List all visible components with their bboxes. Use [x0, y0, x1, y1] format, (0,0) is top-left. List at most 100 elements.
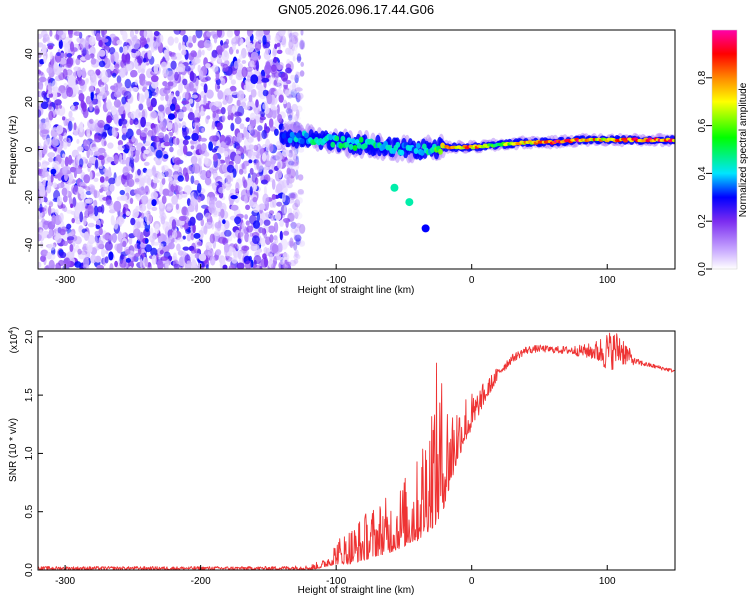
noise-blob — [271, 179, 276, 190]
noise-blob — [190, 145, 195, 150]
noise-blob — [226, 30, 234, 38]
noise-blob — [298, 223, 306, 234]
noise-blob — [87, 244, 93, 253]
noise-blob — [162, 221, 170, 232]
noise-blob — [161, 195, 167, 205]
noise-blob — [192, 34, 197, 44]
noise-blob — [137, 168, 141, 176]
noise-blob — [167, 81, 174, 87]
snr-y-multiplier-base: (x10 — [9, 333, 20, 353]
noise-blob — [294, 113, 299, 122]
noise-blob — [206, 31, 212, 37]
track-core — [295, 132, 301, 139]
noise-blob — [98, 60, 106, 68]
noise-blob — [114, 176, 122, 187]
snr-y-multiplier-exp: 4 — [8, 330, 15, 334]
noise-blob — [123, 101, 130, 112]
noise-blob — [113, 83, 119, 93]
noise-blob — [245, 131, 250, 140]
noise-blob — [290, 35, 299, 45]
noise-blob — [255, 99, 259, 108]
noise-blob — [259, 30, 264, 35]
noise-blob — [153, 30, 160, 37]
y-tick-label: 0.5 — [24, 504, 35, 518]
noise-blob — [230, 79, 236, 85]
noise-blob — [236, 99, 241, 107]
noise-blob — [113, 69, 121, 74]
noise-blob — [60, 204, 66, 209]
noise-blob — [262, 35, 267, 45]
noise-blob — [132, 39, 141, 50]
noise-blob — [54, 99, 62, 106]
noise-blob — [265, 144, 270, 152]
noise-blob — [152, 179, 160, 184]
noise-blob — [195, 212, 204, 221]
noise-blob — [47, 100, 53, 110]
noise-blob — [43, 205, 48, 215]
noise-blob — [100, 69, 108, 81]
noise-blob — [264, 160, 272, 168]
noise-blob — [40, 129, 49, 134]
noise-blob — [235, 49, 239, 54]
noise-blob — [80, 193, 87, 200]
noise-blob — [294, 234, 302, 240]
noise-blob — [170, 183, 179, 193]
noise-blob — [182, 167, 188, 177]
noise-blob — [64, 156, 69, 167]
noise-blob — [125, 210, 131, 216]
noise-blob — [71, 217, 75, 224]
noise-blob — [93, 205, 99, 217]
noise-blob — [158, 202, 164, 209]
noise-blob — [82, 218, 87, 226]
noise-blob — [134, 79, 138, 86]
track-core — [395, 141, 401, 148]
noise-blob — [218, 236, 227, 244]
noise-blob — [131, 87, 139, 92]
noise-blob — [166, 99, 171, 107]
noise-blob — [168, 242, 175, 250]
noise-blob — [296, 53, 302, 63]
noise-blob — [190, 62, 196, 70]
noise-blob — [230, 90, 238, 95]
noise-blob — [138, 93, 145, 104]
noise-blob — [235, 150, 241, 155]
noise-blob — [279, 219, 284, 227]
noise-blob — [232, 104, 239, 112]
noise-blob — [49, 51, 53, 60]
noise-blob — [253, 255, 262, 265]
noise-blob — [280, 72, 289, 82]
noise-blob — [59, 228, 66, 236]
noise-blob — [149, 235, 156, 243]
noise-blob — [129, 146, 136, 151]
noise-blob — [40, 101, 49, 110]
noise-blob — [68, 195, 72, 205]
noise-blob — [68, 110, 73, 118]
noise-blob — [164, 133, 169, 143]
y-tick-label: 0 — [24, 146, 35, 152]
noise-blob — [146, 135, 152, 145]
noise-blob — [250, 74, 259, 85]
noise-blob — [93, 177, 99, 182]
noise-blob — [74, 167, 83, 174]
noise-blob — [190, 175, 195, 184]
noise-blob — [188, 52, 195, 61]
noise-blob — [278, 30, 286, 37]
noise-blob — [46, 251, 52, 260]
noise-blob — [112, 114, 119, 123]
noise-blob — [217, 90, 224, 100]
noise-blob — [42, 250, 48, 255]
noise-blob — [291, 155, 297, 163]
noise-blob — [90, 254, 97, 264]
noise-blob — [288, 192, 296, 199]
noise-blob — [237, 90, 245, 101]
noise-blob — [250, 89, 257, 98]
noise-blob — [48, 157, 54, 163]
noise-blob — [99, 164, 103, 170]
noise-blob — [164, 85, 171, 91]
noise-blob — [119, 153, 123, 165]
noise-blob — [221, 256, 225, 266]
noise-blob — [293, 258, 299, 264]
track-core — [350, 138, 356, 145]
noise-blob — [106, 101, 113, 111]
noise-blob — [42, 169, 49, 178]
